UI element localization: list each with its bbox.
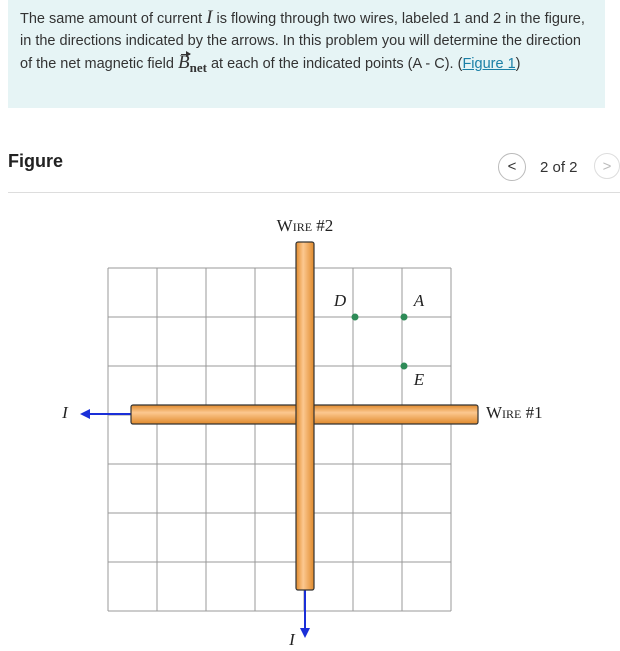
current-symbol: I: [206, 7, 213, 28]
problem-text: The same amount of current I is flowing …: [8, 0, 605, 108]
field-subscript: net: [189, 59, 207, 75]
point-label: E: [413, 370, 425, 389]
figure-link[interactable]: Figure 1: [462, 56, 516, 72]
current-label: I: [61, 403, 69, 422]
point: [351, 313, 359, 321]
point: [400, 313, 408, 321]
prev-button[interactable]: <: [498, 153, 526, 181]
text: at each of the indicated points (A - C).…: [206, 56, 463, 72]
wire-2-label: Wire #2: [277, 216, 334, 235]
current-label: I: [288, 630, 296, 649]
arrowhead: [300, 628, 310, 638]
text: The same amount of current: [20, 11, 207, 27]
text: ): [515, 56, 521, 72]
divider: [8, 192, 620, 193]
wire-1-label: Wire #1: [486, 403, 543, 422]
arrowhead: [80, 409, 90, 419]
point-label: A: [413, 291, 425, 310]
wire-2: [295, 241, 315, 591]
point-label: D: [333, 291, 347, 310]
point: [400, 362, 408, 370]
pager-label: 2 of 2: [540, 159, 578, 176]
grid: [107, 267, 452, 612]
field-symbol: B: [178, 51, 191, 73]
figure-title: Figure: [8, 151, 64, 171]
text: is flowing through two wires, labeled 1 …: [20, 11, 585, 72]
